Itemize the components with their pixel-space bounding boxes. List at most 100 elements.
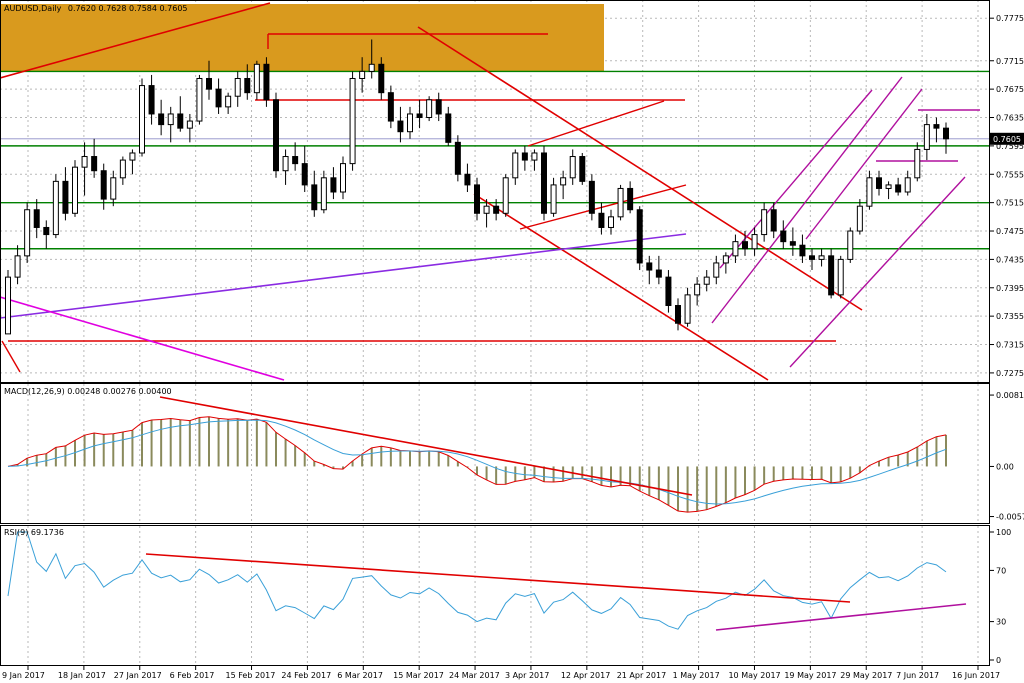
candle-body-bear xyxy=(206,77,212,90)
candle xyxy=(167,106,174,143)
candle xyxy=(722,252,729,274)
candle xyxy=(866,170,873,210)
candle xyxy=(378,57,385,100)
rsi-trend-line xyxy=(715,603,967,631)
candle xyxy=(713,255,720,285)
x-tick-label: 15 Mar 2017 xyxy=(393,671,444,680)
candle xyxy=(14,245,21,285)
candle xyxy=(789,227,796,256)
y-tick-label: -0.00572 xyxy=(996,513,1024,522)
candle-body-bull xyxy=(761,209,768,236)
candle-body-bear xyxy=(943,127,949,140)
candle xyxy=(512,149,519,185)
time-axis: 9 Jan 2017 18 Jan 2017 27 Jan 2017 6 Feb 20… xyxy=(2,666,1000,680)
candle xyxy=(598,202,605,235)
candle xyxy=(837,255,844,299)
candle xyxy=(359,57,366,93)
candle-body-bull xyxy=(320,177,327,211)
candle-body-bear xyxy=(789,241,796,246)
resistance-zone-rect xyxy=(0,4,604,72)
candle-body-bear xyxy=(579,156,586,182)
candle-body-bear xyxy=(646,262,653,271)
candle xyxy=(675,298,681,331)
candle xyxy=(81,142,88,196)
candle xyxy=(636,206,643,271)
trend-line xyxy=(519,184,687,230)
macd-axis: 0.00815 0.00 -0.00572 xyxy=(990,391,1024,522)
candle xyxy=(732,234,739,263)
candle-body-bear xyxy=(598,212,605,228)
candle xyxy=(43,220,50,249)
candle-body-bull xyxy=(847,230,854,260)
candle-body-bear xyxy=(655,269,662,278)
candle-body-bear xyxy=(895,184,902,193)
candle xyxy=(895,177,902,196)
trend-line xyxy=(1,340,21,373)
x-tick-label: 19 May 2017 xyxy=(784,671,836,680)
candle xyxy=(292,142,299,171)
x-tick-label: 18 Jan 2017 xyxy=(58,671,106,680)
candle-body-bull xyxy=(340,163,346,193)
candle xyxy=(856,199,863,235)
candle-body-bull xyxy=(253,63,260,94)
candle xyxy=(253,60,260,100)
candle xyxy=(608,209,614,235)
candle-body-bull xyxy=(407,113,413,133)
x-tick-label: 16 Jun 2017 xyxy=(952,671,1000,680)
candle xyxy=(416,99,423,129)
candle xyxy=(588,174,595,221)
candle xyxy=(502,174,509,217)
x-tick-label: 9 Jan 2017 xyxy=(2,671,45,680)
candle xyxy=(914,142,921,182)
current-price-box xyxy=(990,132,1024,145)
candle xyxy=(761,202,768,242)
y-tick-label: 0.7555 xyxy=(996,170,1024,179)
macd-label: MACD(12,26,9) 0.00248 0.00276 0.00400 xyxy=(4,387,172,396)
candle xyxy=(646,255,653,285)
signal-line xyxy=(7,419,947,505)
candle xyxy=(569,149,576,185)
y-tick-label: 0.7275 xyxy=(996,369,1024,378)
chart-title: AUDUSD,Daily 0.7620 0.7628 0.7584 0.7605 xyxy=(4,4,188,13)
rsi-label: RSI(9) 69.1736 xyxy=(4,528,64,537)
candle xyxy=(933,117,940,143)
candle-body-bear xyxy=(933,124,940,129)
candle xyxy=(445,106,452,146)
candle xyxy=(139,78,145,157)
candles xyxy=(5,39,949,335)
y-tick-label: 0.00815 xyxy=(996,391,1024,400)
candle-body-bull xyxy=(722,255,729,264)
rsi-pane-border xyxy=(0,525,990,666)
resistance-zone xyxy=(0,4,604,72)
candle-body-bear xyxy=(435,99,442,115)
x-tick-label: 15 Feb 2017 xyxy=(226,671,276,680)
candle-body-bull xyxy=(119,159,126,179)
y-tick-label: 0.7635 xyxy=(996,114,1024,123)
candle-body-bear xyxy=(62,180,69,214)
candle xyxy=(110,170,117,207)
candle-body-bull xyxy=(512,152,519,179)
candle xyxy=(531,149,538,171)
y-tick-label: 0.7775 xyxy=(996,14,1024,23)
candle xyxy=(91,138,98,178)
candle xyxy=(694,277,701,306)
candle xyxy=(464,163,471,192)
candle-body-bull xyxy=(483,205,490,214)
candle xyxy=(923,113,930,161)
candle-body-bear xyxy=(43,226,50,236)
trend-line xyxy=(805,88,923,240)
trend-line xyxy=(789,176,966,368)
candle xyxy=(330,167,337,200)
candle-body-bull xyxy=(560,177,567,186)
candle-body-bear xyxy=(493,205,500,214)
candle-body-bear xyxy=(780,230,787,243)
candle-body-bear xyxy=(292,156,299,165)
macd-histogram xyxy=(16,416,947,513)
x-tick-label: 21 Apr 2017 xyxy=(617,671,666,680)
candle-body-bull xyxy=(703,276,710,285)
candle-body-bull xyxy=(110,177,117,200)
price-pane-border xyxy=(0,0,990,383)
x-tick-label: 6 Feb 2017 xyxy=(170,671,215,680)
candle-body-bull xyxy=(282,156,289,172)
